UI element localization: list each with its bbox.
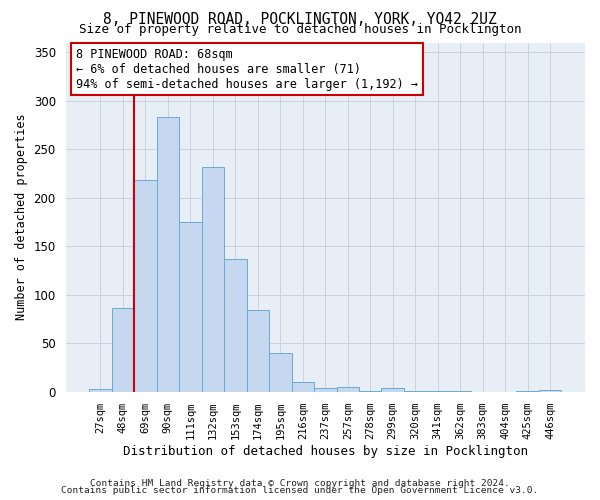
Bar <box>427 391 449 392</box>
Bar <box>112 308 134 392</box>
Bar <box>382 388 404 392</box>
Text: Contains public sector information licensed under the Open Government Licence v3: Contains public sector information licen… <box>61 486 539 495</box>
Bar <box>224 259 247 392</box>
Text: 8 PINEWOOD ROAD: 68sqm
← 6% of detached houses are smaller (71)
94% of semi-deta: 8 PINEWOOD ROAD: 68sqm ← 6% of detached … <box>76 48 418 90</box>
Bar <box>359 391 382 392</box>
Bar <box>314 388 337 392</box>
Bar <box>157 117 179 392</box>
Bar <box>89 389 112 392</box>
Bar <box>269 353 292 392</box>
Bar <box>179 222 202 392</box>
Bar <box>247 310 269 392</box>
Text: Size of property relative to detached houses in Pocklington: Size of property relative to detached ho… <box>79 24 521 36</box>
Bar <box>404 391 427 392</box>
Y-axis label: Number of detached properties: Number of detached properties <box>15 114 28 320</box>
Bar <box>202 166 224 392</box>
Text: 8, PINEWOOD ROAD, POCKLINGTON, YORK, YO42 2UZ: 8, PINEWOOD ROAD, POCKLINGTON, YORK, YO4… <box>103 12 497 28</box>
Bar <box>539 390 562 392</box>
Bar <box>134 180 157 392</box>
X-axis label: Distribution of detached houses by size in Pocklington: Distribution of detached houses by size … <box>123 444 528 458</box>
Text: Contains HM Land Registry data © Crown copyright and database right 2024.: Contains HM Land Registry data © Crown c… <box>90 478 510 488</box>
Bar <box>292 382 314 392</box>
Bar <box>449 391 472 392</box>
Bar <box>337 387 359 392</box>
Bar <box>517 391 539 392</box>
